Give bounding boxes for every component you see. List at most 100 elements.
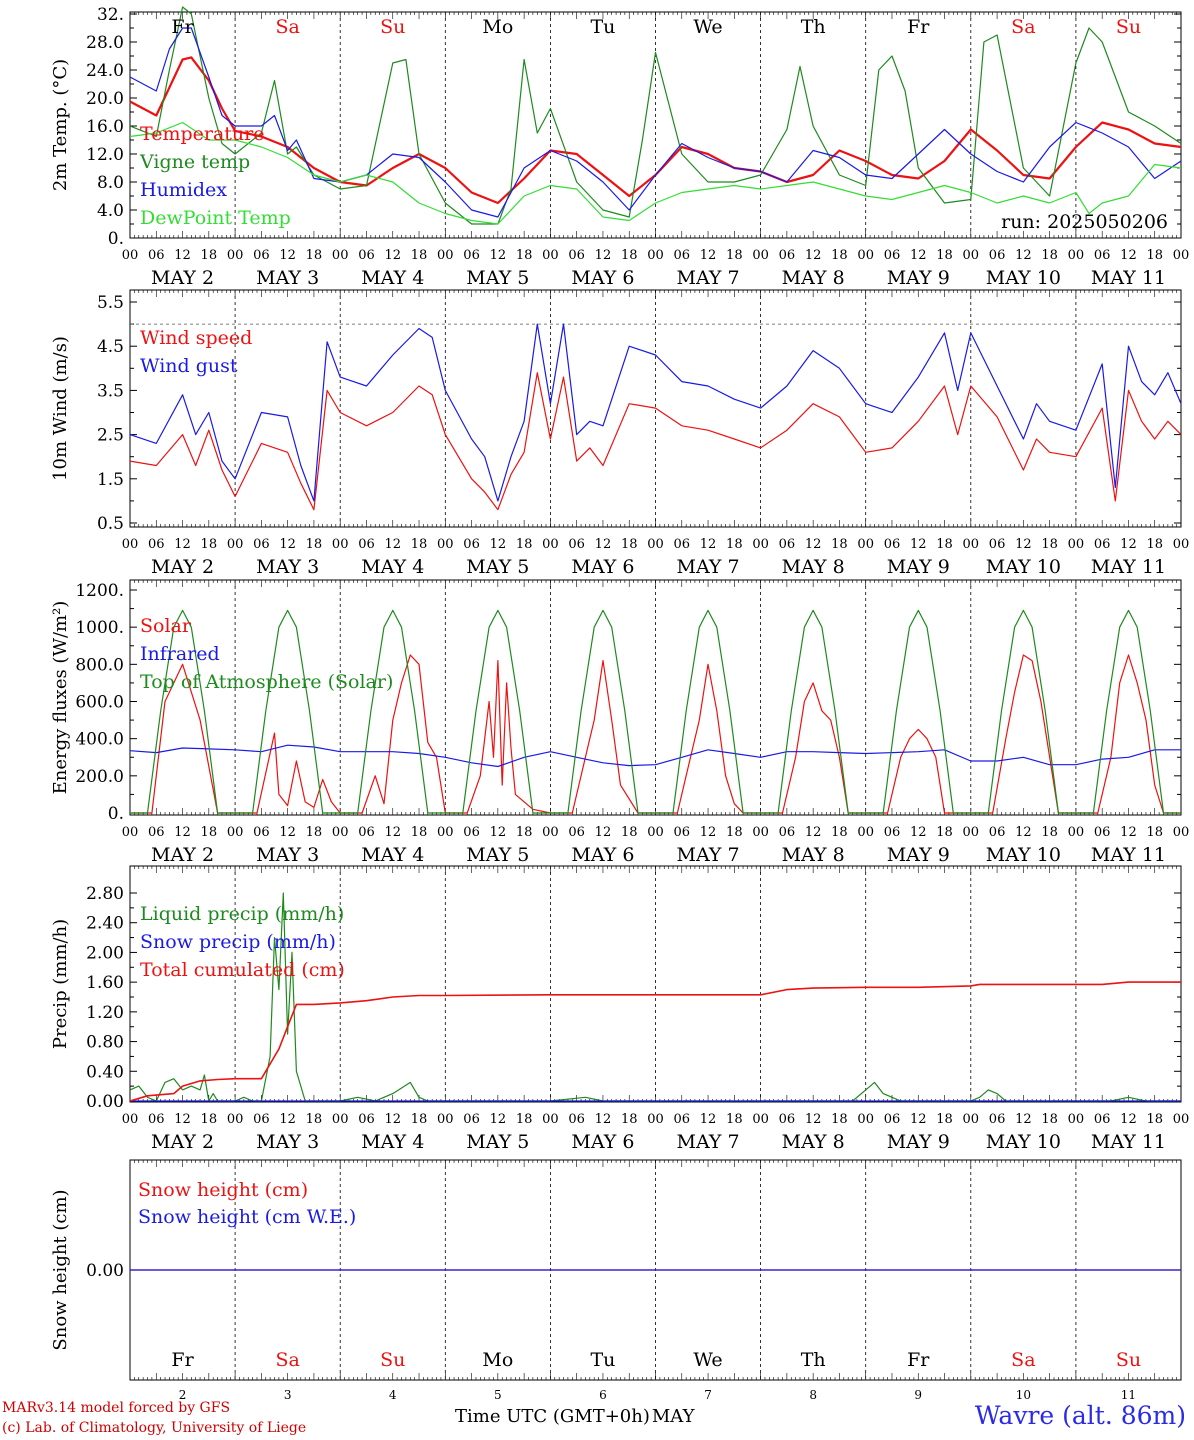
x-hour-label: 12 <box>490 825 507 840</box>
x-hour-label: 06 <box>1094 537 1111 552</box>
x-hour-label: 06 <box>358 248 375 263</box>
x-hour-label: 00 <box>1068 825 1085 840</box>
x-hour-label: 12 <box>595 1112 612 1127</box>
x-date-label: MAY 11 <box>1091 267 1166 289</box>
x-hour-label: 00 <box>332 248 349 263</box>
x-hour-label: 18 <box>1041 537 1058 552</box>
x-hour-label: 18 <box>726 825 743 840</box>
x-hour-label: 06 <box>253 537 270 552</box>
x-hour-label: 00 <box>1173 825 1190 840</box>
x-date-label: MAY 5 <box>466 1131 529 1153</box>
x-date-label: MAY 10 <box>986 1131 1061 1153</box>
day-number-label: 7 <box>704 1388 712 1402</box>
x-hour-label: 00 <box>437 1112 454 1127</box>
series-line-humidex <box>129 27 1182 218</box>
x-date-label: MAY 7 <box>677 556 740 578</box>
y-tick-label: 12.0 <box>86 145 124 165</box>
y-axis-label: Energy fluxes (W/m²) <box>50 601 71 795</box>
day-number-label: 10 <box>1016 1388 1031 1402</box>
x-hour-label: 12 <box>384 1112 401 1127</box>
x-date-label: MAY 6 <box>571 267 634 289</box>
x-date-label: MAY 7 <box>677 1131 740 1153</box>
y-tick-label: 32. <box>97 5 124 25</box>
x-hour-label: 06 <box>568 537 585 552</box>
station-name: Wavre (alt. 86m) <box>974 1401 1186 1430</box>
day-number-label: 6 <box>599 1388 607 1402</box>
x-hour-label: 06 <box>779 825 796 840</box>
x-hour-label: 06 <box>674 248 691 263</box>
x-hour-label: 00 <box>227 1112 244 1127</box>
x-hour-label: 06 <box>463 248 480 263</box>
y-tick-label: 0. <box>108 229 124 249</box>
panel-snow: 0.00 Snow height (cm) Snow height (cm) Snow… <box>50 1159 1182 1381</box>
x-hour-label: 00 <box>542 537 559 552</box>
x-date-label: MAY 9 <box>887 556 950 578</box>
x-date-label: MAY 6 <box>571 1131 634 1153</box>
x-date-label: MAY 8 <box>782 1131 845 1153</box>
x-hour-label: 18 <box>621 1112 638 1127</box>
series-line-temperature <box>129 56 1182 205</box>
x-hour-label: 18 <box>621 825 638 840</box>
x-hour-label: 00 <box>332 1112 349 1127</box>
x-hour-label: 18 <box>831 825 848 840</box>
x-hour-label: 00 <box>752 1112 769 1127</box>
x-hour-label: 06 <box>674 1112 691 1127</box>
model-credits: MARv3.14 model forced by GFS (c) Lab. of… <box>2 1398 306 1438</box>
y-axis-label: 2m Temp. (°C) <box>50 59 71 191</box>
legend-entry: Snow height (cm W.E.) <box>138 1206 356 1228</box>
x-date-label: MAY 7 <box>677 844 740 866</box>
x-hour-label: 12 <box>174 248 191 263</box>
x-hour-label: 06 <box>884 825 901 840</box>
x-hour-label: 12 <box>910 248 927 263</box>
y-tick-label: 0.00 <box>86 1261 124 1281</box>
x-hour-label: 12 <box>174 825 191 840</box>
day-number-label: 4 <box>389 1388 397 1402</box>
x-hour-label: 06 <box>148 825 165 840</box>
x-hour-label: 18 <box>726 1112 743 1127</box>
x-hour-label: 12 <box>910 825 927 840</box>
day-name-bottom: We <box>693 1349 722 1371</box>
x-hour-label: 00 <box>963 537 980 552</box>
day-number-label: 2 <box>179 1388 187 1402</box>
x-hour-label: 12 <box>174 537 191 552</box>
x-hour-label: 12 <box>595 825 612 840</box>
x-hour-label: 12 <box>700 248 717 263</box>
series-line-dewpoint-temp <box>129 121 1182 225</box>
day-name-bottom: Mo <box>482 1349 513 1371</box>
x-hour-label: 12 <box>1120 1112 1137 1127</box>
y-tick-label: 2.5 <box>97 426 124 446</box>
x-hour-label: 18 <box>1146 1112 1163 1127</box>
y-tick-label: 800.0 <box>75 655 124 675</box>
legend-entry: Wind gust <box>140 355 238 377</box>
x-hour-label: 06 <box>148 537 165 552</box>
x-hour-label: 12 <box>700 825 717 840</box>
x-hour-label: 12 <box>174 1112 191 1127</box>
x-hour-label: 18 <box>621 248 638 263</box>
x-hour-label: 18 <box>1146 248 1163 263</box>
legend-entry: Top of Atmosphere (Solar) <box>140 671 393 693</box>
x-hour-label: 06 <box>674 825 691 840</box>
x-hour-label: 00 <box>647 1112 664 1127</box>
x-hour-label: 00 <box>752 248 769 263</box>
legend-entry: Infrared <box>140 643 220 665</box>
y-tick-label: 0.5 <box>97 514 124 534</box>
day-name-bottom: Su <box>380 1349 405 1371</box>
x-date-label: MAY 9 <box>887 267 950 289</box>
x-hour-label: 00 <box>963 248 980 263</box>
x-hour-label: 00 <box>227 248 244 263</box>
day-number-label: 11 <box>1121 1388 1136 1402</box>
y-tick-label: 28.0 <box>86 33 124 53</box>
panel-energy: 0. 200.0 400.0 600.0 800.0 1000. 1200.Energy f… <box>50 579 1190 866</box>
x-hour-label: 06 <box>463 537 480 552</box>
x-hour-label: 18 <box>726 537 743 552</box>
x-hour-label: 12 <box>279 1112 296 1127</box>
y-tick-label: 1.20 <box>86 1003 124 1023</box>
x-hour-label: 06 <box>989 537 1006 552</box>
y-tick-label: 24.0 <box>86 61 124 81</box>
x-hour-label: 12 <box>1015 1112 1032 1127</box>
x-date-label: MAY 2 <box>151 844 214 866</box>
y-tick-label: 0.40 <box>86 1062 124 1082</box>
x-hour-label: 18 <box>936 248 953 263</box>
x-date-label: MAY 4 <box>361 556 424 578</box>
x-hour-label: 00 <box>332 537 349 552</box>
